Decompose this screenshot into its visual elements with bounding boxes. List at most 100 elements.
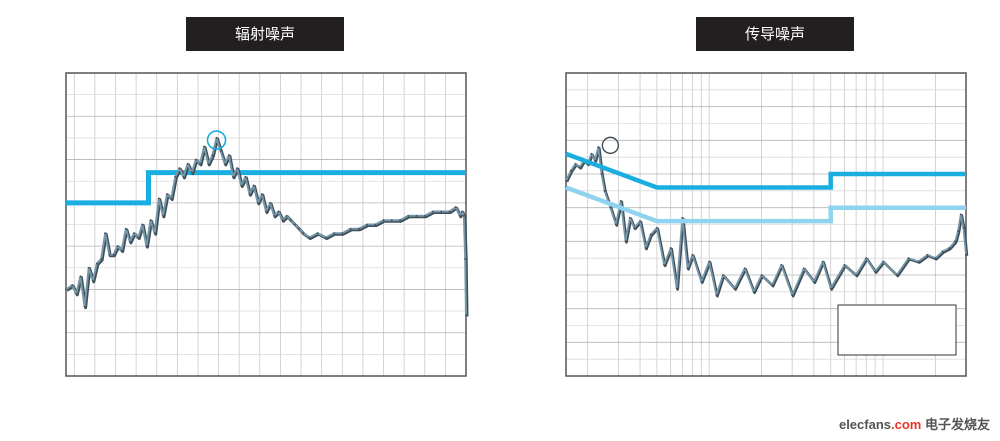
noise-point (265, 210, 267, 213)
noise-point (440, 210, 443, 213)
exceed-marker (601, 136, 620, 155)
exceed-marker (206, 130, 227, 150)
noise-point (382, 219, 385, 222)
noise-point (843, 264, 846, 266)
radiated-noise-header: 辐射噪声 (186, 17, 344, 51)
noise-point (464, 258, 467, 261)
noise-point (574, 163, 577, 165)
noise-point (597, 146, 600, 148)
noise-point (760, 274, 763, 276)
noise-point (619, 200, 622, 202)
noise-point (423, 214, 426, 217)
noise-point (780, 264, 783, 266)
noise-point (954, 240, 957, 243)
noise-point (133, 232, 135, 235)
noise-point (458, 214, 461, 217)
noise-point (686, 267, 689, 270)
watermark-brand: elecfans (838, 417, 892, 432)
noise-point (590, 152, 593, 155)
noise-point (907, 257, 910, 260)
noise-point (733, 287, 736, 290)
noise-point (390, 219, 393, 222)
noise-point (141, 223, 144, 226)
noise-point (124, 227, 127, 230)
noise-point (137, 236, 140, 239)
noise-point (324, 236, 327, 239)
noise-point (104, 232, 107, 235)
series-limit-cispr15 (66, 170, 466, 206)
noise-point (194, 158, 197, 161)
noise-point (182, 175, 185, 178)
noise-point (639, 220, 641, 223)
noise-point (407, 214, 410, 217)
noise-point (669, 247, 672, 249)
noise-point (366, 223, 368, 226)
series-av-limit (565, 185, 966, 224)
noise-point (941, 250, 944, 253)
noise-point (649, 233, 652, 236)
noise-point (948, 247, 951, 249)
noise-point (227, 154, 230, 157)
noise-point (79, 275, 82, 278)
noise-point (644, 247, 647, 249)
noise-point (308, 236, 311, 239)
noise-point (281, 219, 284, 222)
noise-point (855, 274, 858, 276)
noise-point (708, 260, 711, 263)
noise-point (108, 253, 111, 256)
noise-point (609, 206, 612, 209)
noise-point (865, 257, 868, 260)
noise-point (157, 197, 160, 200)
noise-point (917, 260, 920, 263)
noise-point (207, 163, 210, 165)
noise-point (357, 227, 360, 230)
noise-point (743, 267, 746, 270)
noise-point (223, 163, 226, 165)
noise-point (293, 223, 296, 226)
series-noise (65, 136, 467, 316)
noise-point (129, 240, 131, 243)
noise-point (211, 154, 214, 157)
noise-point (289, 219, 292, 222)
noise-point (691, 253, 694, 256)
noise-point (256, 201, 259, 204)
noise-point (186, 163, 189, 165)
noise-point (578, 166, 581, 169)
noise-point (277, 210, 280, 213)
noise-point (333, 232, 335, 235)
noise-point (700, 280, 703, 283)
noise-point (882, 260, 884, 263)
noise-point (269, 201, 272, 204)
noise-point (316, 232, 319, 235)
noise-point (166, 193, 168, 196)
noise-point (959, 213, 962, 216)
noise-point (83, 305, 86, 308)
noise-point (594, 159, 596, 162)
noise-point (722, 274, 724, 276)
noise-point (791, 294, 794, 297)
noise-point (874, 270, 877, 273)
noise-point (273, 214, 276, 217)
noise-point (448, 210, 451, 213)
noise-point (91, 279, 94, 282)
noise-point (236, 167, 239, 170)
noise-point (965, 253, 967, 256)
noise-point (232, 175, 234, 178)
noise-point (675, 287, 678, 290)
noise-point (934, 257, 937, 260)
conducted-noise-chart (565, 72, 969, 377)
noise-point (203, 145, 206, 148)
noise-point (715, 294, 718, 297)
noise-point (153, 232, 156, 235)
noise-point (252, 184, 255, 187)
noise-point (465, 314, 467, 317)
noise-point (240, 184, 243, 187)
noise-point (260, 193, 263, 196)
noise-point (460, 210, 463, 213)
noise-point (600, 173, 603, 175)
noise-point (681, 216, 684, 219)
radiated-noise-chart (65, 72, 469, 377)
noise-point (145, 245, 148, 248)
legend-box (837, 304, 957, 356)
noise-point (962, 226, 965, 229)
